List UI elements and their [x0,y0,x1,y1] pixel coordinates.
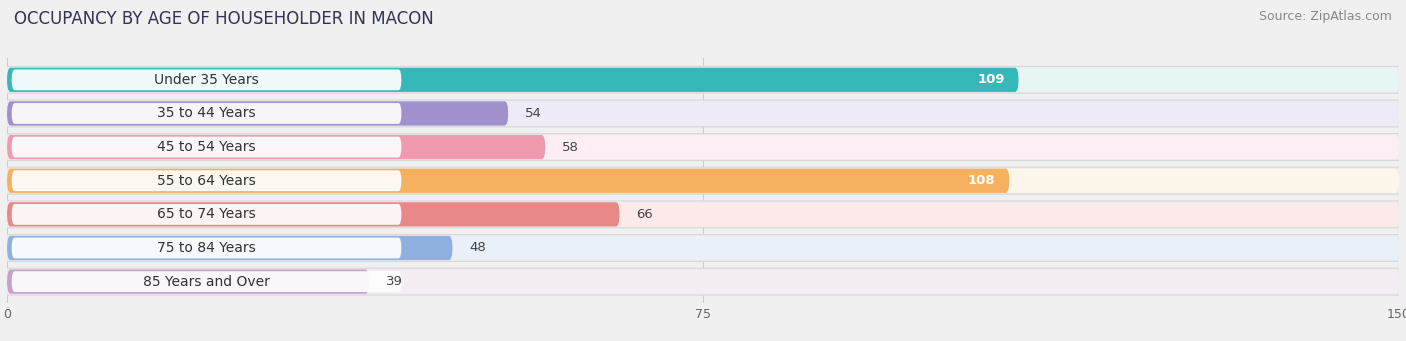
FancyBboxPatch shape [7,269,368,294]
Text: 75 to 84 Years: 75 to 84 Years [157,241,256,255]
FancyBboxPatch shape [7,68,1018,92]
FancyBboxPatch shape [11,70,402,90]
FancyBboxPatch shape [7,135,546,159]
FancyBboxPatch shape [11,170,402,191]
Text: Source: ZipAtlas.com: Source: ZipAtlas.com [1258,10,1392,23]
FancyBboxPatch shape [7,236,1399,260]
Text: 39: 39 [385,275,402,288]
FancyBboxPatch shape [0,134,1406,161]
FancyBboxPatch shape [7,269,1399,294]
FancyBboxPatch shape [0,100,1406,127]
FancyBboxPatch shape [7,101,1399,125]
FancyBboxPatch shape [11,103,402,124]
Text: 58: 58 [562,140,579,153]
Text: 85 Years and Over: 85 Years and Over [143,275,270,288]
Text: 66: 66 [636,208,652,221]
FancyBboxPatch shape [7,168,1010,193]
Text: 45 to 54 Years: 45 to 54 Years [157,140,256,154]
Text: 48: 48 [470,241,486,254]
FancyBboxPatch shape [7,202,1399,226]
FancyBboxPatch shape [7,68,1399,92]
FancyBboxPatch shape [7,101,508,125]
Text: 35 to 44 Years: 35 to 44 Years [157,106,256,120]
FancyBboxPatch shape [0,268,1406,295]
FancyBboxPatch shape [11,271,402,292]
FancyBboxPatch shape [0,167,1406,194]
FancyBboxPatch shape [7,168,1399,193]
FancyBboxPatch shape [11,238,402,258]
FancyBboxPatch shape [11,137,402,158]
FancyBboxPatch shape [0,201,1406,228]
FancyBboxPatch shape [7,236,453,260]
FancyBboxPatch shape [7,202,620,226]
FancyBboxPatch shape [7,135,1399,159]
Text: Under 35 Years: Under 35 Years [155,73,259,87]
FancyBboxPatch shape [0,235,1406,262]
Text: 54: 54 [524,107,541,120]
FancyBboxPatch shape [0,66,1406,93]
Text: OCCUPANCY BY AGE OF HOUSEHOLDER IN MACON: OCCUPANCY BY AGE OF HOUSEHOLDER IN MACON [14,10,434,28]
Text: 55 to 64 Years: 55 to 64 Years [157,174,256,188]
Text: 109: 109 [977,73,1004,86]
Text: 108: 108 [967,174,995,187]
FancyBboxPatch shape [11,204,402,225]
Text: 65 to 74 Years: 65 to 74 Years [157,207,256,221]
